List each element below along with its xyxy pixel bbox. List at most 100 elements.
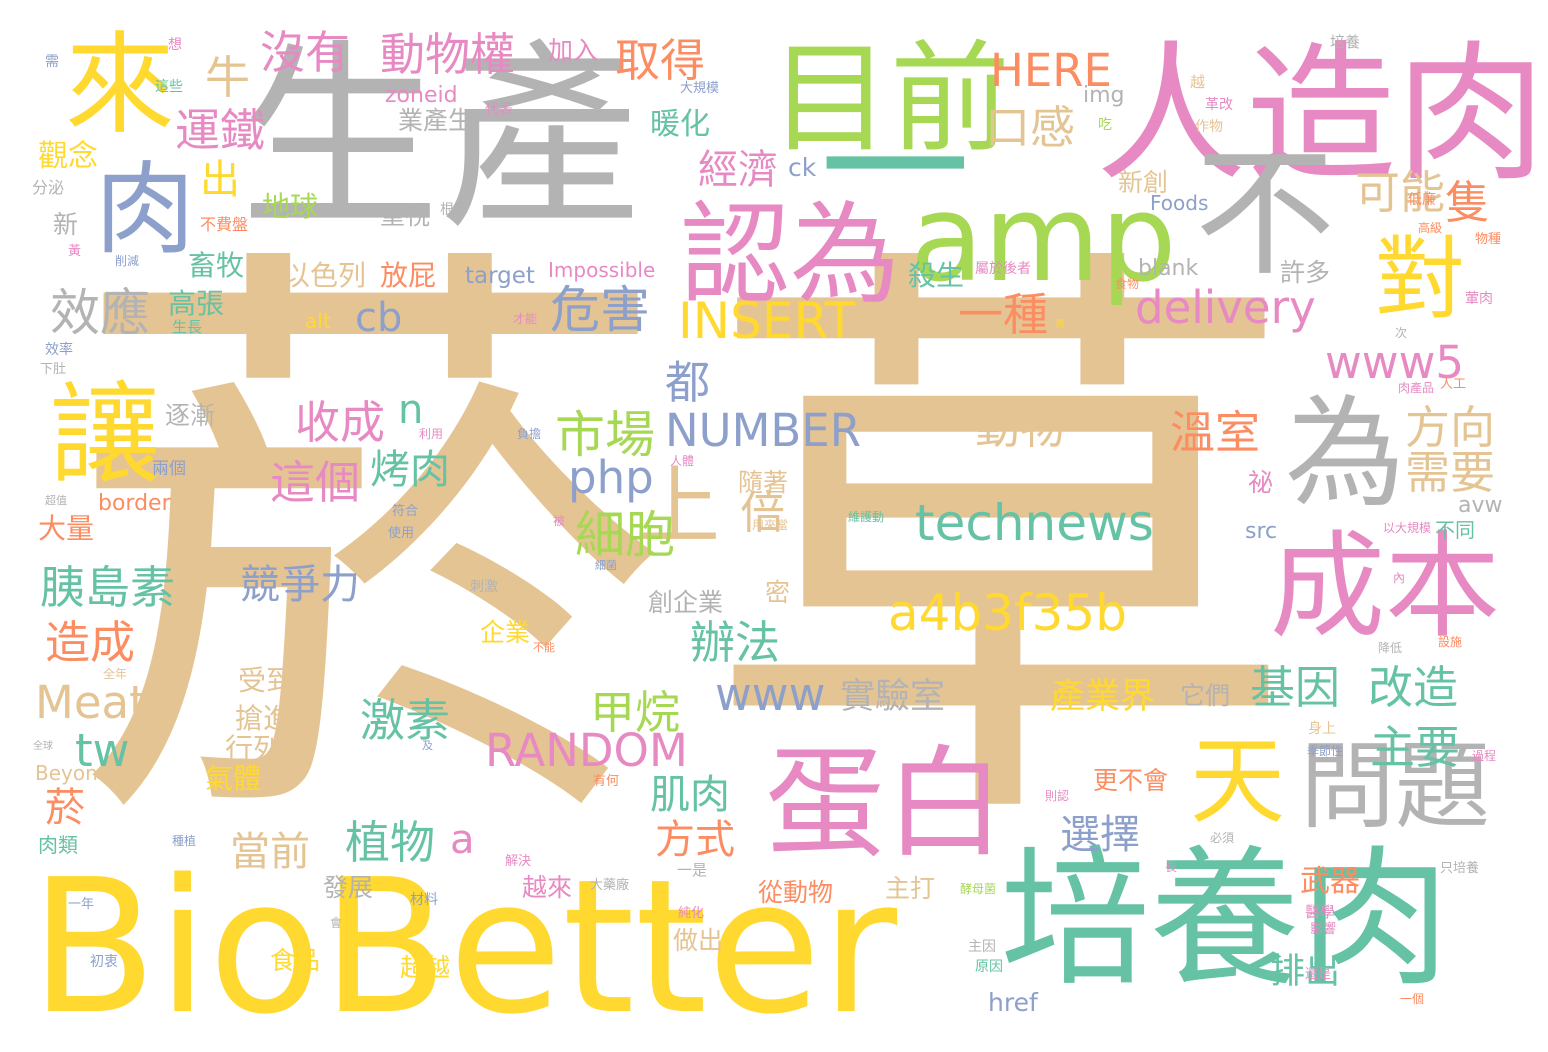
word-91: 許多 — [1280, 258, 1331, 287]
word-154: 下肚 — [40, 362, 67, 377]
word-6: 培養肉 — [1000, 833, 1451, 1007]
word-200: 原因 — [975, 959, 1003, 975]
word-103: 它們 — [1180, 681, 1231, 710]
word-107: 從動物 — [758, 878, 834, 907]
word-201: 還是 — [1305, 967, 1332, 982]
word-5: BioBetter — [30, 839, 898, 1052]
word-124: href — [988, 988, 1038, 1017]
word-162: 維護動 — [848, 510, 885, 524]
word-24: delivery — [1135, 281, 1316, 334]
word-114: img — [1083, 83, 1125, 108]
word-148: 葷肉 — [1465, 291, 1493, 307]
word-132: 分泌 — [32, 178, 65, 197]
word-95: 企業 — [480, 618, 531, 647]
word-47: 可能 — [1355, 166, 1446, 219]
word-98: 行列 — [225, 732, 282, 765]
word-151: 貴 — [1055, 319, 1065, 330]
word-10: 認為 — [680, 191, 900, 319]
word-177: 季節性 — [1307, 744, 1344, 758]
word-31: cb — [355, 295, 403, 341]
word-128: 培養 — [1330, 33, 1361, 51]
word-4: 人造肉 — [1095, 28, 1546, 202]
word-138: 吃 — [1098, 117, 1112, 133]
word-77: a — [450, 817, 475, 863]
word-35: 效應 — [50, 284, 150, 342]
word-53: 溫室 — [1170, 406, 1261, 459]
word-2: 草 — [700, 200, 1300, 899]
word-106: 主打 — [885, 874, 936, 903]
word-126: 不同 — [1435, 518, 1475, 542]
word-163: 以大規模 — [1383, 521, 1432, 535]
word-117: target — [465, 263, 535, 289]
word-32: HERE — [990, 44, 1112, 97]
word-42: 取得 — [615, 34, 706, 87]
word-105: 發展 — [323, 873, 374, 902]
word-1: 菸 — [70, 200, 670, 899]
word-74: 選擇 — [1060, 812, 1140, 858]
word-68: 改造 — [1368, 661, 1459, 714]
word-79: 排出 — [1270, 952, 1341, 992]
word-44: 出 — [200, 157, 240, 203]
word-86: 以色列 — [282, 259, 367, 292]
word-94: 創企業 — [648, 588, 724, 617]
word-20: 問題 — [1300, 732, 1491, 842]
word-187: 一是 — [677, 861, 708, 879]
word-131: 這些 — [155, 79, 183, 95]
word-142: 削減 — [115, 254, 140, 268]
word-80: 武器 — [1300, 864, 1360, 899]
word-182: 則認 — [1045, 789, 1070, 803]
word-186: 大藥廠 — [590, 878, 630, 893]
word-101: 密 — [765, 578, 791, 607]
word-136: 革改 — [1205, 97, 1233, 113]
word-133: 大規模 — [680, 81, 720, 96]
word-17: 讓 — [50, 371, 160, 499]
word-22: technews — [915, 494, 1154, 552]
word-174: 不能 — [533, 641, 555, 654]
word-197: 醫學 — [1305, 903, 1336, 921]
word-63: 造成 — [45, 616, 136, 669]
word-155: 肉產品 — [1398, 381, 1435, 395]
word-111: 新 — [53, 210, 79, 239]
word-144: 高級 — [1418, 221, 1443, 235]
word-161: 兩個 — [152, 459, 186, 479]
word-123: src — [1245, 519, 1278, 544]
word-115: ck — [788, 153, 817, 182]
word-183: 肉類 — [38, 833, 78, 857]
word-189: 必須 — [1210, 831, 1235, 845]
word-110: 做出 — [673, 926, 724, 955]
word-3: 生產 — [240, 23, 641, 256]
word-152: 次 — [1395, 326, 1408, 340]
word-125: Beyond — [35, 761, 111, 785]
word-61: 胰島素 — [40, 561, 176, 614]
word-54: 方向 — [1405, 401, 1496, 454]
word-158: 負擔 — [517, 427, 542, 441]
word-59: 都 — [665, 356, 711, 409]
word-48: 隻 — [1445, 176, 1491, 229]
word-97: 搶進 — [235, 702, 292, 735]
word-81: 觀念 — [38, 139, 98, 174]
word-121: border — [98, 491, 171, 516]
word-172: 降低 — [1378, 641, 1403, 655]
word-45: 牛 — [205, 51, 251, 104]
word-78: 菸 — [45, 785, 85, 831]
word-157: 利用 — [419, 427, 444, 441]
word-122: avw — [1458, 493, 1503, 518]
word-82: 畜牧 — [188, 249, 245, 282]
word-39: 倍 — [740, 486, 786, 539]
word-72: 肌肉 — [650, 772, 730, 818]
word-178: 過程 — [1472, 749, 1497, 763]
word-11: 來 — [65, 21, 175, 149]
word-146: 屬於後者 — [975, 261, 1031, 277]
word-83: 高張 — [168, 287, 225, 320]
word-150: 才能 — [513, 312, 538, 326]
word-62: 競爭力 — [240, 562, 360, 608]
word-88: 殺生 — [908, 259, 965, 292]
word-8: 目前 — [770, 30, 1010, 169]
word-147: 食物 — [1115, 277, 1140, 291]
word-26: NUMBER — [665, 404, 861, 457]
word-65: 激素 — [360, 694, 451, 747]
word-37: 市場 — [555, 406, 655, 464]
word-171: 內 — [1393, 571, 1406, 585]
word-156: 人工 — [1440, 377, 1467, 392]
word-57: 這個 — [270, 456, 361, 509]
